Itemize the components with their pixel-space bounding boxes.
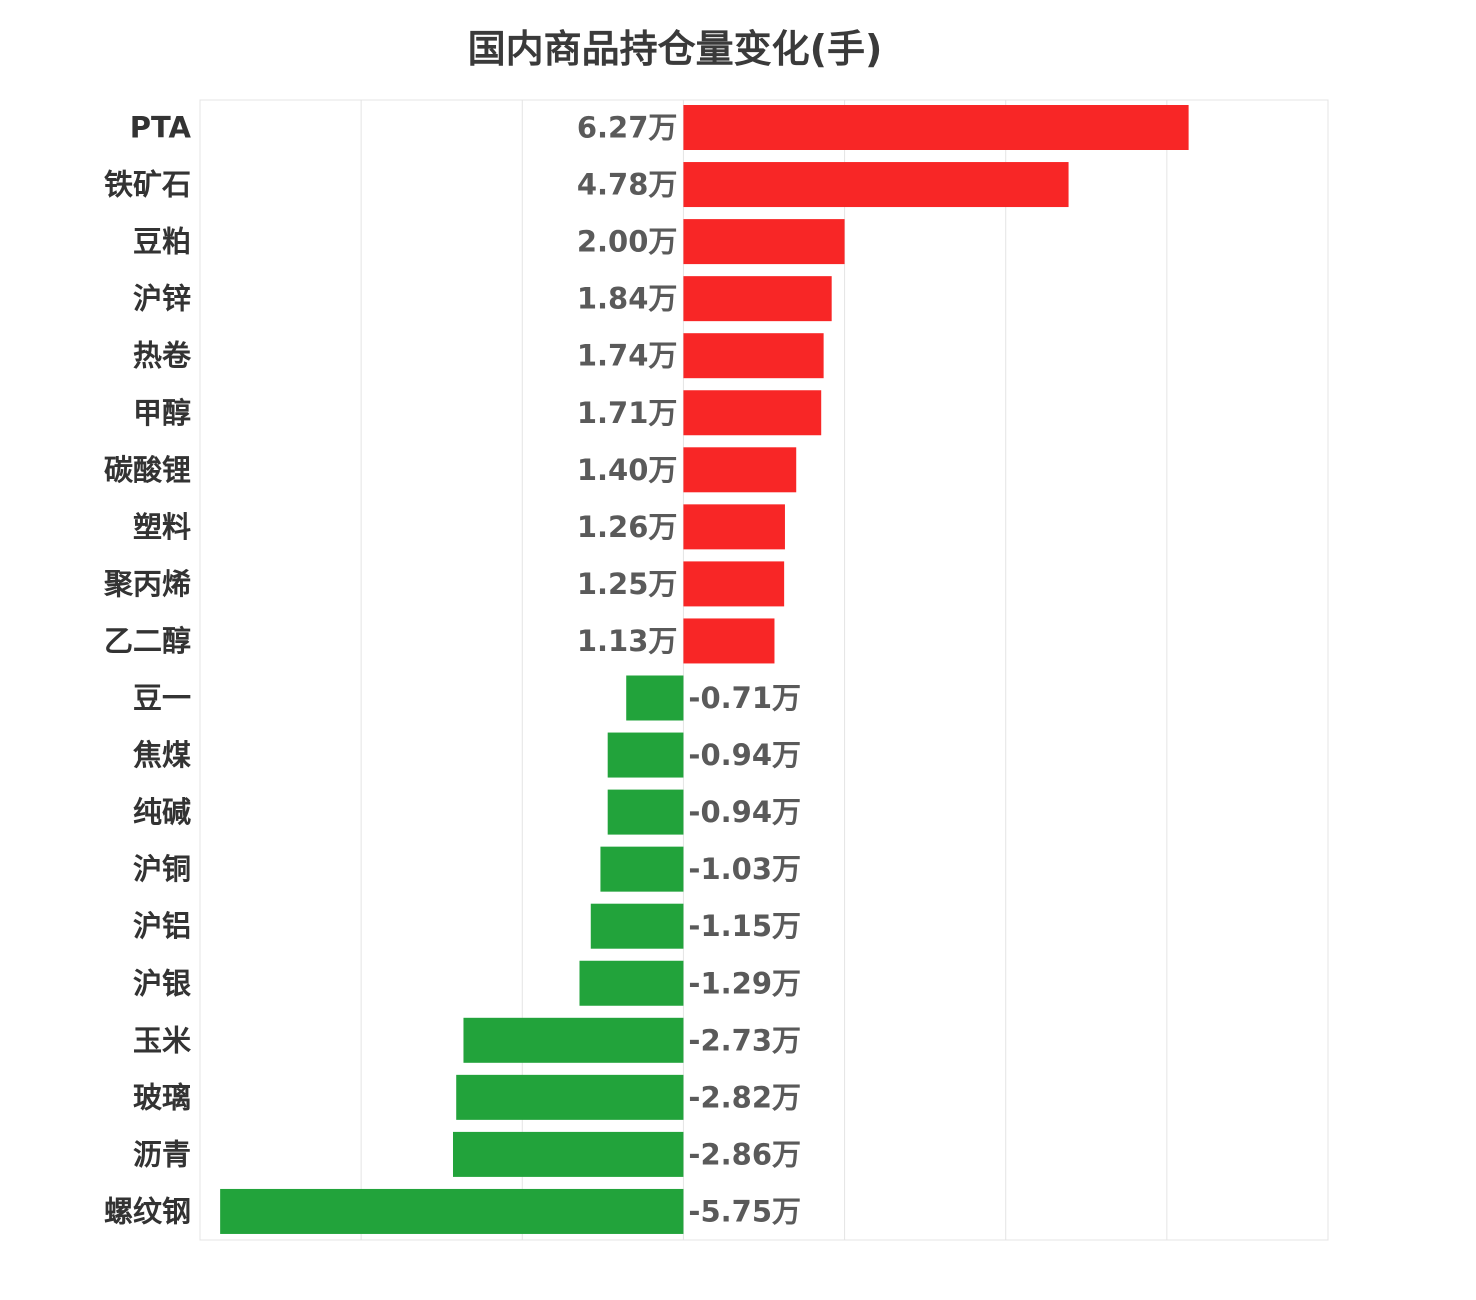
bar-layer — [220, 105, 1189, 1234]
bar — [683, 276, 832, 322]
value-label: 4.78万 — [577, 168, 678, 202]
bar — [220, 1188, 684, 1234]
bar — [452, 1131, 684, 1177]
value-label: -2.73万 — [688, 1023, 801, 1057]
category-label: 沪铝 — [133, 909, 191, 943]
bar — [683, 219, 845, 265]
grid-layer — [199, 99, 1329, 1241]
chart-title: 国内商品持仓量变化(手) — [467, 27, 883, 71]
value-label: 1.84万 — [577, 282, 678, 316]
bar — [626, 675, 684, 721]
plot-frame — [199, 99, 1329, 1241]
value-label: -2.82万 — [688, 1080, 801, 1114]
category-label: 焦煤 — [133, 738, 191, 772]
value-label: -0.94万 — [688, 738, 801, 772]
bar — [579, 960, 684, 1006]
value-label: -1.03万 — [688, 852, 801, 886]
category-label: 沪铜 — [133, 852, 191, 886]
value-label: 1.26万 — [577, 510, 678, 544]
value-label: -1.29万 — [688, 966, 801, 1000]
bar — [683, 333, 824, 379]
value-label: 1.74万 — [577, 339, 678, 373]
value-label: 1.71万 — [577, 396, 678, 430]
category-label: 聚丙烯 — [103, 567, 191, 601]
bar — [590, 903, 684, 949]
value-label: 2.00万 — [577, 225, 678, 259]
bar — [463, 1017, 684, 1063]
category-label: 纯碱 — [133, 795, 191, 829]
category-label: 甲醇 — [133, 396, 191, 430]
bar — [683, 561, 785, 607]
value-label: 1.25万 — [577, 567, 678, 601]
category-label: 沪银 — [133, 966, 191, 1000]
category-label: 豆一 — [133, 681, 191, 715]
category-label: 沥青 — [133, 1137, 191, 1171]
value-label: 1.40万 — [577, 453, 678, 487]
value-label: -1.15万 — [688, 909, 801, 943]
bar — [600, 846, 684, 892]
category-label: 沪锌 — [133, 282, 191, 316]
category-label: PTA — [130, 111, 192, 145]
bar — [683, 447, 797, 493]
category-label: 热卷 — [133, 339, 192, 373]
value-label: 6.27万 — [577, 111, 678, 145]
bar — [607, 732, 684, 778]
category-label: 铁矿石 — [104, 168, 191, 202]
category-label: 螺纹钢 — [104, 1194, 191, 1228]
bar — [683, 105, 1189, 150]
value-label: -5.75万 — [688, 1194, 801, 1228]
bar — [683, 390, 822, 436]
bar — [456, 1074, 684, 1120]
value-label: -0.71万 — [688, 681, 801, 715]
bar — [683, 162, 1069, 208]
category-label: 碳酸锂 — [104, 453, 191, 487]
value-label: -2.86万 — [688, 1137, 801, 1171]
bar — [683, 618, 775, 664]
bar — [683, 504, 785, 550]
category-label: 乙二醇 — [104, 624, 191, 658]
value-label: 1.13万 — [577, 624, 678, 658]
value-label: -0.94万 — [688, 795, 801, 829]
category-label: 玻璃 — [133, 1080, 191, 1114]
bar — [607, 789, 684, 835]
category-label: 塑料 — [133, 510, 191, 544]
category-label: 玉米 — [133, 1023, 191, 1057]
category-label: 豆粕 — [133, 225, 191, 259]
